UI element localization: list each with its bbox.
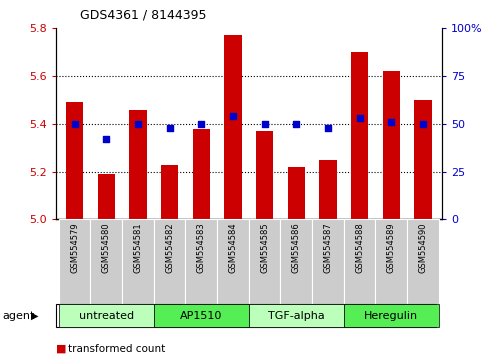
- Text: GSM554585: GSM554585: [260, 222, 269, 273]
- Bar: [344, 219, 375, 304]
- Text: GDS4361 / 8144395: GDS4361 / 8144395: [80, 8, 206, 21]
- Bar: [344, 304, 439, 327]
- Point: [71, 121, 78, 127]
- Bar: [193, 129, 210, 219]
- Bar: [249, 219, 281, 304]
- Bar: [217, 219, 249, 304]
- Bar: [281, 219, 312, 304]
- Bar: [185, 219, 217, 304]
- Text: ■: ■: [56, 344, 66, 354]
- Text: transformed count: transformed count: [68, 344, 165, 354]
- Point: [292, 121, 300, 127]
- Bar: [66, 102, 83, 219]
- Text: AP1510: AP1510: [180, 311, 223, 321]
- Bar: [256, 131, 273, 219]
- Text: GSM554584: GSM554584: [228, 222, 238, 273]
- Bar: [90, 219, 122, 304]
- Text: untreated: untreated: [79, 311, 134, 321]
- Point: [102, 136, 110, 142]
- Bar: [249, 304, 344, 327]
- Bar: [287, 167, 305, 219]
- Text: ▶: ▶: [31, 311, 39, 321]
- Bar: [129, 110, 147, 219]
- Bar: [59, 219, 90, 304]
- Point: [356, 115, 364, 121]
- Text: GSM554588: GSM554588: [355, 222, 364, 273]
- Text: Heregulin: Heregulin: [364, 311, 418, 321]
- Point: [419, 121, 427, 127]
- Text: GSM554583: GSM554583: [197, 222, 206, 273]
- Bar: [407, 219, 439, 304]
- Bar: [161, 165, 178, 219]
- Point: [324, 125, 332, 131]
- Point: [261, 121, 269, 127]
- Text: agent: agent: [2, 311, 35, 321]
- Point: [198, 121, 205, 127]
- Point: [229, 113, 237, 119]
- Bar: [351, 52, 369, 219]
- Point: [134, 121, 142, 127]
- Bar: [375, 219, 407, 304]
- Text: GSM554590: GSM554590: [418, 222, 427, 273]
- Text: GSM554586: GSM554586: [292, 222, 301, 273]
- Bar: [59, 304, 154, 327]
- Bar: [122, 219, 154, 304]
- Bar: [312, 219, 344, 304]
- Text: GSM554581: GSM554581: [133, 222, 142, 273]
- Bar: [414, 100, 432, 219]
- Text: GSM554580: GSM554580: [102, 222, 111, 273]
- Text: GSM554582: GSM554582: [165, 222, 174, 273]
- Text: GSM554579: GSM554579: [70, 222, 79, 273]
- Point: [387, 119, 395, 125]
- Text: TGF-alpha: TGF-alpha: [268, 311, 325, 321]
- Bar: [98, 174, 115, 219]
- Bar: [154, 219, 185, 304]
- Bar: [154, 304, 249, 327]
- Bar: [319, 160, 337, 219]
- Text: GSM554589: GSM554589: [387, 222, 396, 273]
- Point: [166, 125, 173, 131]
- Text: GSM554587: GSM554587: [324, 222, 332, 273]
- Bar: [224, 35, 242, 219]
- Bar: [383, 71, 400, 219]
